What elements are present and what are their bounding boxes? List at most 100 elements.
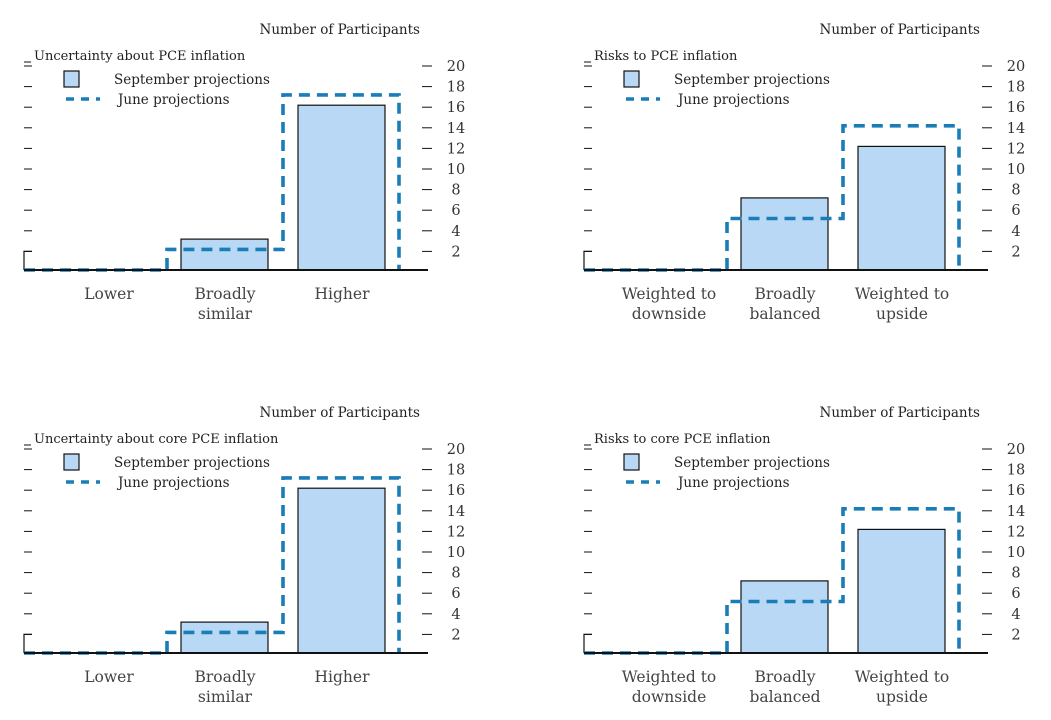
category-label: Broadly — [194, 285, 255, 303]
legend-label-june: June projections — [676, 92, 790, 108]
legend-label-june: June projections — [676, 475, 790, 491]
june-step-line — [584, 506, 961, 655]
units-label: Number of Participants — [820, 405, 981, 421]
y-tick-label: 10 — [1007, 162, 1025, 178]
category-label: Broadly — [754, 285, 815, 303]
y-tick-label: 12 — [447, 524, 465, 540]
y-tick-label: 8 — [451, 183, 460, 199]
y-tick-label: 2 — [1011, 244, 1020, 260]
y-tick-label: 14 — [447, 121, 465, 137]
y-tick-label: 18 — [1007, 463, 1025, 479]
y-tick-label: 4 — [1011, 607, 1020, 623]
y-tick-label: 4 — [451, 607, 460, 623]
june-step-line — [584, 124, 961, 272]
y-tick-label: 16 — [447, 100, 465, 116]
y-tick-label: 12 — [1007, 524, 1025, 540]
category-label: similar — [198, 305, 253, 323]
y-tick-label: 10 — [447, 162, 465, 178]
y-tick-label: 18 — [447, 463, 465, 479]
y-tick-label: 6 — [1011, 203, 1020, 219]
panel-title: Risks to PCE inflation — [594, 49, 738, 64]
category-label: similar — [198, 688, 253, 706]
y-tick-label: 18 — [447, 80, 465, 96]
panel-title: Uncertainty about core PCE inflation — [34, 432, 279, 447]
september-bar — [857, 528, 946, 654]
y-tick-label: 4 — [451, 224, 460, 240]
category-label: downside — [632, 688, 707, 706]
y-tick-label: 18 — [1007, 80, 1025, 96]
y-tick-label: 8 — [1011, 183, 1020, 199]
y-tick-label: 4 — [1011, 224, 1020, 240]
category-label: balanced — [749, 688, 820, 706]
category-label: Weighted to — [622, 285, 717, 303]
chart-panel-uncertainty-pce: Number of Participants Uncertainty about … — [23, 22, 465, 323]
y-tick-label: 2 — [451, 244, 460, 260]
y-tick-label: 12 — [447, 141, 465, 157]
y-tick-label: 2 — [451, 627, 460, 643]
legend-label-september: September projections — [674, 72, 830, 88]
category-label: Higher — [315, 668, 371, 686]
y-tick-label: 20 — [1007, 59, 1025, 75]
legend-swatch-september — [63, 70, 80, 88]
y-tick-label: 10 — [447, 545, 465, 561]
y-tick-label: 2 — [1011, 627, 1020, 643]
category-label: Higher — [315, 285, 371, 303]
category-label: Weighted to — [622, 668, 717, 686]
legend-swatch-september — [623, 70, 640, 88]
legend-label-september: September projections — [114, 72, 270, 88]
y-tick-label: 6 — [451, 203, 460, 219]
left-axis — [23, 633, 32, 653]
y-tick-label: 16 — [1007, 100, 1025, 116]
september-bar — [297, 104, 386, 271]
category-label: upside — [876, 688, 928, 706]
units-label: Number of Participants — [820, 22, 981, 38]
september-bar — [180, 621, 269, 654]
y-tick-label: 6 — [1011, 586, 1020, 602]
legend-swatch-september — [623, 453, 640, 471]
panel-title: Risks to core PCE inflation — [594, 432, 771, 447]
left-axis — [583, 250, 592, 270]
category-label: Weighted to — [855, 285, 950, 303]
category-label: downside — [632, 305, 707, 323]
category-label: balanced — [749, 305, 820, 323]
y-tick-label: 20 — [447, 59, 465, 75]
y-tick-label: 16 — [447, 483, 465, 499]
legend-label-september: September projections — [674, 455, 830, 471]
category-label: Broadly — [754, 668, 815, 686]
y-tick-label: 10 — [1007, 545, 1025, 561]
y-tick-label: 14 — [447, 504, 465, 520]
september-bar — [297, 487, 386, 654]
y-tick-label: 16 — [1007, 483, 1025, 499]
y-tick-label: 20 — [447, 442, 465, 458]
left-axis — [583, 633, 592, 653]
y-tick-label: 6 — [451, 586, 460, 602]
category-label: upside — [876, 305, 928, 323]
category-label: Lower — [84, 668, 134, 686]
june-step-line — [24, 476, 401, 655]
chart-panel-risks-pce: Number of Participants Risks to PCE infla… — [583, 22, 1025, 323]
chart-panel-uncertainty-core-pce: Number of Participants Uncertainty about … — [23, 405, 465, 706]
september-bar — [740, 580, 829, 654]
legend-label-june: June projections — [116, 475, 230, 491]
category-label: Broadly — [194, 668, 255, 686]
left-axis — [23, 250, 32, 270]
chart-panel-risks-core-pce: Number of Participants Risks to core PCE … — [583, 405, 1025, 706]
y-tick-label: 12 — [1007, 141, 1025, 157]
legend-label-june: June projections — [116, 92, 230, 108]
june-step-line — [24, 93, 401, 272]
units-label: Number of Participants — [260, 22, 421, 38]
category-label: Lower — [84, 285, 134, 303]
category-label: Weighted to — [855, 668, 950, 686]
units-label: Number of Participants — [260, 405, 421, 421]
september-bar — [857, 145, 946, 271]
y-tick-label: 14 — [1007, 121, 1025, 137]
y-tick-label: 8 — [451, 566, 460, 582]
legend-label-september: September projections — [114, 455, 270, 471]
y-tick-label: 14 — [1007, 504, 1025, 520]
september-bar — [740, 197, 829, 271]
y-tick-label: 8 — [1011, 566, 1020, 582]
legend-swatch-september — [63, 453, 80, 471]
y-tick-label: 20 — [1007, 442, 1025, 458]
panel-title: Uncertainty about PCE inflation — [34, 49, 246, 64]
